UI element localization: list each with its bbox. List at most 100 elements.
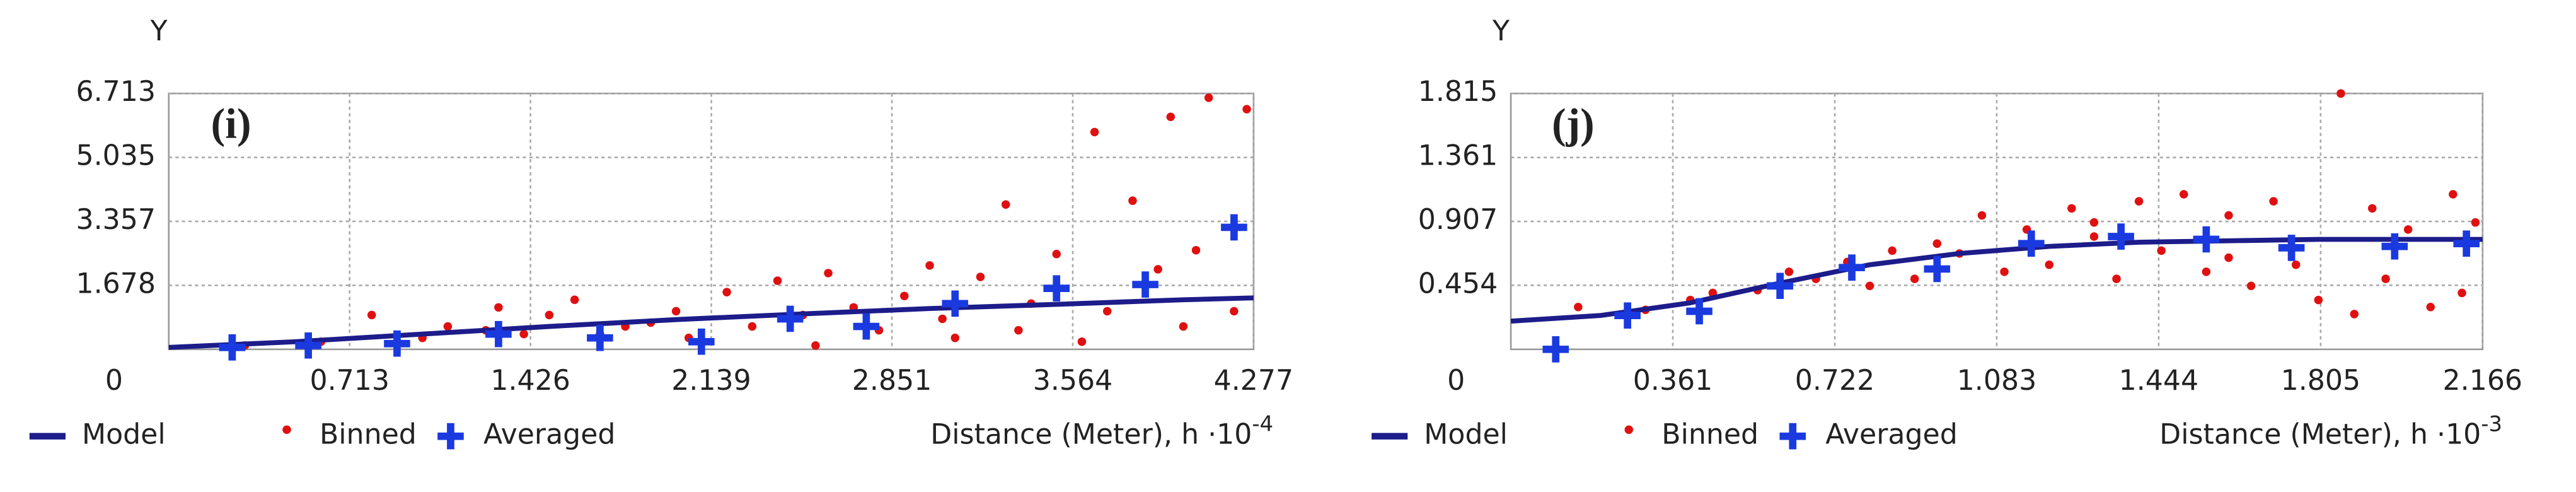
binned-point (1191, 245, 1201, 255)
averaged-point (485, 320, 512, 348)
binned-point (1179, 322, 1188, 331)
legend-marker (437, 423, 464, 450)
binned-point (900, 291, 909, 300)
binned-point (1128, 196, 1137, 205)
binned-point (722, 288, 731, 296)
x-axis-label: Distance (Meter), h ·10-4 (930, 411, 1273, 451)
x-tick-label: 0.722 (1795, 365, 1874, 397)
model-line (168, 295, 1254, 350)
legend-label: Binned (1661, 419, 1759, 451)
binned-point (824, 269, 833, 278)
binned-point (1242, 105, 1251, 114)
y-axis-label: Y (1492, 15, 1510, 47)
x-tick-label: 2.851 (852, 365, 932, 397)
binned-point (773, 276, 782, 285)
binned-point (2089, 218, 2099, 227)
binned-point (1204, 93, 1213, 102)
averaged-point (2193, 226, 2220, 253)
binned-point (2134, 197, 2144, 206)
y-tick-label: 1.678 (76, 267, 155, 300)
binned-point (811, 341, 820, 350)
binned-point (2089, 232, 2099, 241)
averaged-point (2381, 233, 2408, 260)
binned-point (1888, 246, 1897, 255)
x-tick-label: 1.444 (2119, 365, 2198, 397)
binned-point (2000, 267, 2009, 276)
binned-point (1052, 249, 1061, 259)
binned-point (1910, 274, 1919, 283)
y-tick-label: 0.907 (1418, 204, 1498, 236)
legend-label: Binned (320, 419, 417, 451)
binned-point (1102, 307, 1112, 316)
y-axis-label: Y (150, 15, 168, 47)
binned-point (1077, 337, 1087, 346)
binned-point (570, 295, 579, 305)
binned-point (1784, 267, 1794, 276)
x-tick-label: 1.083 (1957, 365, 2036, 397)
averaged-point (2453, 230, 2480, 257)
binned-point (671, 307, 681, 316)
averaged-point (1614, 302, 1641, 329)
binned-point (1014, 325, 1023, 335)
binned-point (443, 322, 453, 331)
binned-point (2426, 302, 2435, 312)
legend-marker (282, 425, 291, 434)
binned-point (367, 310, 376, 320)
binned-point (2403, 225, 2413, 234)
binned-point (2067, 204, 2076, 213)
binned-point (1932, 239, 1942, 248)
x-axis-label-text: Distance (Meter), h ·10 (2159, 419, 2481, 451)
binned-point (976, 272, 985, 281)
averaged-point (1542, 336, 1569, 363)
averaged-point (295, 332, 321, 359)
averaged-point (1767, 272, 1793, 300)
legend-marker (1779, 423, 1806, 450)
y-tick-label: 0 (1447, 365, 1465, 397)
x-axis-label-text: Distance (Meter), h ·10 (930, 419, 1252, 451)
binned-point (2381, 274, 2390, 283)
legend-marker (1624, 425, 1634, 434)
model-line (1510, 237, 2483, 324)
y-tick-label: 3.357 (76, 204, 155, 236)
binned-point (1230, 307, 1239, 316)
y-tick-label: 5.035 (76, 140, 155, 172)
binned-point (2350, 310, 2359, 319)
binned-point (748, 322, 757, 331)
averaged-point (1221, 214, 1247, 241)
chart-title: (j) (1552, 100, 1595, 147)
x-tick-label: 4.277 (1214, 365, 1293, 397)
binned-point (2112, 274, 2121, 283)
binned-point (2224, 253, 2233, 262)
averaged-point (219, 334, 246, 361)
y-tick-label: 1.361 (1418, 140, 1498, 172)
binned-point (2269, 197, 2278, 206)
averaged-point (1924, 255, 1951, 283)
x-tick-label: 1.426 (490, 365, 570, 397)
binned-point (1574, 302, 1583, 312)
binned-point (2045, 260, 2053, 269)
binned-point (1166, 112, 1175, 121)
binned-point (2314, 295, 2323, 305)
x-tick-label: 0.361 (1633, 365, 1713, 397)
binned-point (2246, 281, 2256, 290)
binned-point (2291, 260, 2301, 269)
binned-point (1001, 200, 1010, 209)
binned-point (2449, 190, 2458, 199)
binned-point (950, 333, 960, 343)
binned-point (545, 310, 554, 320)
legend-label: Averaged (483, 419, 616, 451)
chart-title: (i) (211, 100, 251, 147)
binned-point (2471, 218, 2480, 227)
x-tick-label: 2.166 (2443, 365, 2522, 397)
x-axis-exponent: -4 (1252, 411, 1273, 436)
binned-point (494, 303, 503, 312)
legend-label: Model (1424, 419, 1508, 451)
binned-point (2458, 288, 2466, 298)
averaged-point (2108, 223, 2134, 250)
x-tick-label: 3.564 (1033, 365, 1112, 397)
binned-point (2224, 211, 2233, 220)
y-tick-label: 0 (105, 365, 123, 397)
y-tick-label: 6.713 (76, 76, 155, 108)
binned-point (2179, 190, 2188, 199)
